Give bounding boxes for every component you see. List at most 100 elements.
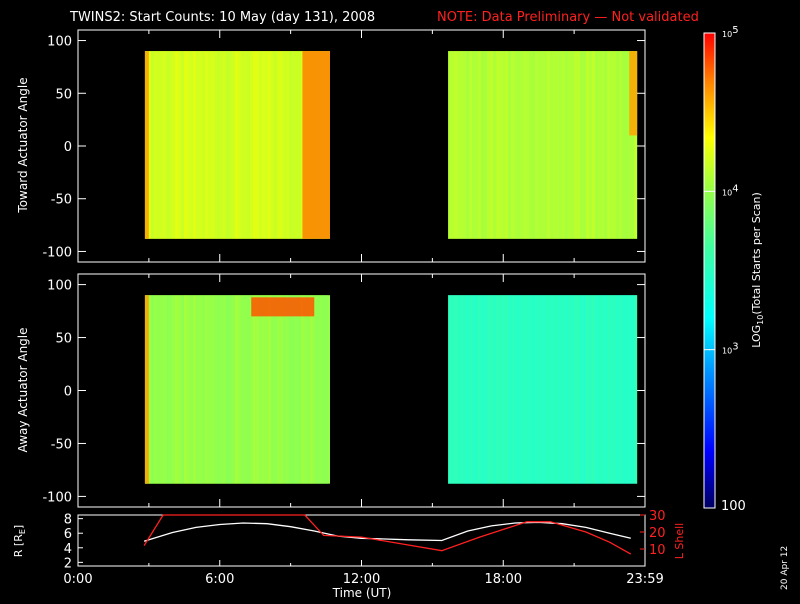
toward-streak (195, 51, 199, 239)
toward-ytick-label: 100 (47, 35, 72, 50)
toward-streak (553, 51, 557, 239)
toward-streak (559, 51, 563, 239)
lshell-series-line (143, 514, 632, 555)
toward-streak (598, 51, 602, 239)
toward-streak (538, 51, 542, 239)
toward-streak (586, 51, 590, 239)
away-streak (511, 295, 515, 484)
away-streak (481, 295, 485, 484)
away-streak (499, 295, 503, 484)
toward-streak (490, 51, 494, 239)
away-streak (526, 295, 530, 484)
toward-streak (210, 51, 214, 239)
toward-streak (472, 51, 476, 239)
away-streak (297, 295, 301, 484)
time-xtick-label: 23:59 (626, 572, 663, 587)
toward-streak (583, 51, 587, 239)
toward-streak (255, 51, 259, 239)
time-xlabel: Time (UT) (332, 586, 392, 600)
colorbar-tick-base: 10 (722, 30, 732, 39)
away-streak (195, 295, 199, 484)
away-streak (174, 295, 178, 484)
lshell-ylabel: L Shell (673, 523, 686, 559)
toward-streak (267, 51, 271, 239)
away-streak (255, 295, 259, 484)
away-streak (604, 295, 608, 484)
away-streak (153, 295, 157, 484)
away-streak (228, 295, 232, 484)
away-streak (222, 295, 226, 484)
away-streak (586, 295, 590, 484)
time-xtick-label: 6:00 (205, 572, 234, 587)
away-streak (168, 295, 172, 484)
toward-streak (601, 51, 605, 239)
away-streak (496, 295, 500, 484)
away-streak (234, 295, 238, 484)
colorbar-tick-base: 10 (722, 347, 732, 356)
toward-streak (514, 51, 518, 239)
toward-streak (177, 51, 181, 239)
toward-streak (198, 51, 202, 239)
time-xtick-label: 18:00 (485, 572, 522, 587)
toward-streak (460, 51, 464, 239)
toward-streak (243, 51, 247, 239)
toward-streak (631, 51, 635, 239)
toward-streak (213, 51, 217, 239)
away-ytick-label: 100 (47, 279, 72, 294)
colorbar-tick-exp: 4 (732, 183, 738, 194)
toward-streak (604, 51, 608, 239)
toward-streak (607, 51, 611, 239)
away-streak (508, 295, 512, 484)
toward-streak (517, 51, 521, 239)
toward-streak (150, 51, 154, 239)
toward-streak (568, 51, 572, 239)
lshell-ytick-label: 30 (649, 509, 666, 524)
toward-ytick-label: -50 (51, 193, 72, 208)
toward-streak (496, 51, 500, 239)
away-streak (210, 295, 214, 484)
toward-streak (565, 51, 569, 239)
away-streak (454, 295, 458, 484)
away-streak (610, 295, 614, 484)
away-streak (478, 295, 482, 484)
toward-streak (207, 51, 211, 239)
toward-streak (192, 51, 196, 239)
toward-streak (240, 51, 244, 239)
toward-streak (529, 51, 533, 239)
toward-streak (499, 51, 503, 239)
time-xtick-label: 12:00 (343, 572, 380, 587)
toward-streak (475, 51, 479, 239)
lshell-ytick-label: 20 (649, 526, 666, 541)
away-streak (288, 295, 292, 484)
away-streak (273, 295, 277, 484)
toward-streak (457, 51, 461, 239)
away-streak (541, 295, 545, 484)
away-streak (165, 295, 169, 484)
away-streak (601, 295, 605, 484)
toward-streak (270, 51, 274, 239)
colorbar-tick-label: 105 (722, 25, 739, 39)
away-streak (580, 295, 584, 484)
away-streak (300, 295, 304, 484)
away-streak (475, 295, 479, 484)
radius-series-line (143, 521, 631, 542)
away-streak (267, 295, 271, 484)
away-streak (505, 295, 509, 484)
away-streak (598, 295, 602, 484)
radius-label-end: ] (12, 525, 25, 529)
away-streak (613, 295, 617, 484)
colorbar-bottom-label: 100 (721, 499, 746, 514)
toward-streak (237, 51, 241, 239)
colorbar-label-sub: 10 (756, 315, 765, 325)
away-streak (219, 295, 223, 484)
toward-streak (156, 51, 160, 239)
away-streak (514, 295, 518, 484)
toward-streak (225, 51, 229, 239)
away-ylabel: Away Actuator Angle (16, 327, 30, 452)
away-streak (192, 295, 196, 484)
away-streak (276, 295, 280, 484)
chart-title: TWINS2: Start Counts: 10 May (day 131), … (69, 10, 375, 25)
away-streak (571, 295, 575, 484)
